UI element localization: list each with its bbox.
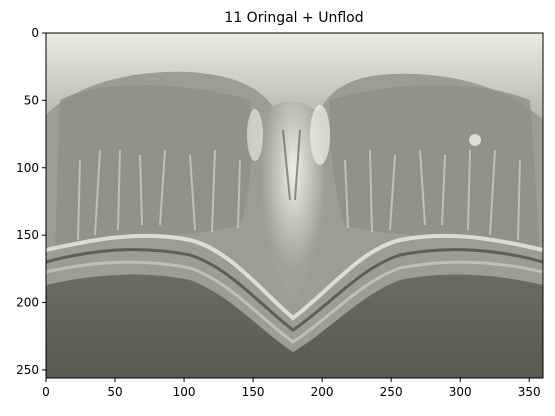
y-axis: 0 50 100 150 200 250 — [16, 26, 46, 377]
plot-frame — [45, 32, 544, 379]
y-tick-label: 50 — [24, 93, 39, 107]
y-tick-label: 100 — [16, 161, 39, 175]
x-axis: 0 50 100 150 200 250 300 350 — [42, 378, 541, 399]
x-tick-label: 50 — [107, 385, 122, 399]
figure-title: 11 Oringal + Unflod — [224, 10, 363, 26]
y-tick-label: 250 — [16, 363, 39, 377]
x-tick-label: 250 — [380, 385, 403, 399]
x-tick-label: 350 — [518, 385, 541, 399]
x-tick-label: 300 — [449, 385, 472, 399]
y-tick-label: 200 — [16, 296, 39, 310]
y-tick-label: 0 — [31, 26, 39, 40]
mri-unfolded-image — [46, 33, 543, 378]
x-tick-label: 200 — [311, 385, 334, 399]
y-tick-label: 150 — [16, 228, 39, 242]
x-tick-label: 0 — [42, 385, 50, 399]
x-tick-label: 150 — [242, 385, 265, 399]
x-tick-label: 100 — [173, 385, 196, 399]
